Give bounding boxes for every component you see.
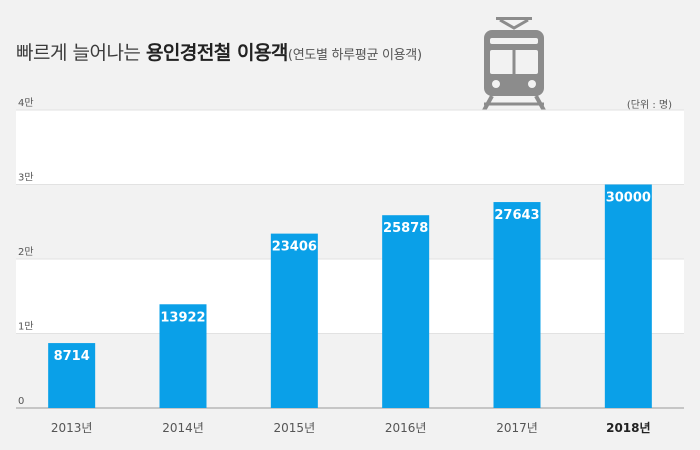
- bar: [48, 343, 96, 408]
- grid-band: [16, 110, 684, 185]
- unit-label: (단위 : 명): [626, 100, 672, 111]
- grid-band: [16, 184, 684, 259]
- y-tick-label: 1만: [18, 321, 34, 333]
- y-tick-label: 2만: [18, 246, 34, 258]
- y-tick-label: 0: [18, 396, 24, 407]
- x-tick-label: 2018년: [606, 421, 650, 435]
- x-tick-label: 2016년: [385, 421, 427, 435]
- bar: [270, 233, 318, 408]
- grid-band: [16, 333, 684, 408]
- bar-value-label: 23406: [272, 240, 317, 255]
- y-tick-label: 3만: [18, 172, 34, 184]
- chart-title: 빠르게 늘어나는 용인경전철 이용객(연도별 하루평균 이용객): [16, 38, 422, 65]
- bar: [493, 202, 541, 408]
- bar-value-label: 30000: [606, 191, 651, 206]
- bar-value-label: 8714: [54, 349, 90, 364]
- bar-value-label: 13922: [160, 310, 205, 325]
- bar: [382, 215, 430, 408]
- x-tick-label: 2017년: [496, 421, 538, 435]
- bar-value-label: 27643: [494, 208, 539, 223]
- bar-value-label: 25878: [383, 221, 428, 236]
- title-main: 빠르게 늘어나는: [16, 42, 146, 64]
- bar: [159, 304, 207, 408]
- y-tick-label: 4만: [18, 97, 34, 109]
- bar: [604, 184, 652, 408]
- x-tick-label: 2014년: [162, 421, 204, 435]
- x-tick-label: 2013년: [51, 421, 93, 435]
- x-tick-label: 2015년: [274, 421, 316, 435]
- title-bold: 용인경전철 이용객: [145, 42, 288, 64]
- title-subtitle: (연도별 하루평균 이용객): [287, 48, 422, 63]
- grid-band: [16, 259, 684, 334]
